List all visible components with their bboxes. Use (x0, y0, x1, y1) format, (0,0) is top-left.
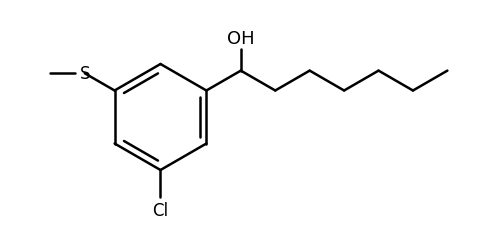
Text: S: S (80, 65, 90, 83)
Text: OH: OH (227, 30, 254, 47)
Text: Cl: Cl (153, 201, 168, 219)
